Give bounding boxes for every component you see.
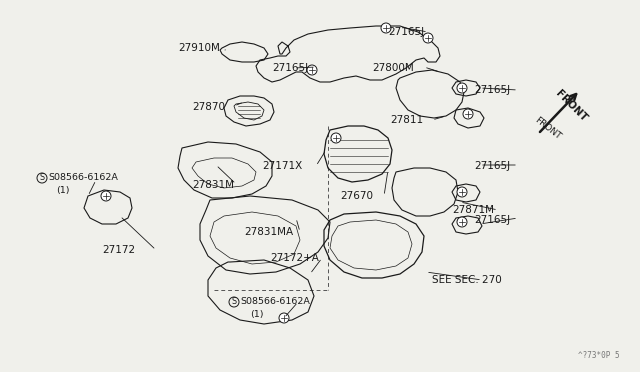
Text: 27165J: 27165J bbox=[272, 63, 308, 73]
Text: 27811: 27811 bbox=[390, 115, 423, 125]
Circle shape bbox=[331, 133, 341, 143]
Text: 27165J: 27165J bbox=[388, 27, 424, 37]
Text: FRONT: FRONT bbox=[533, 115, 563, 141]
Text: S08566-6162A: S08566-6162A bbox=[240, 298, 310, 307]
Circle shape bbox=[463, 109, 473, 119]
Circle shape bbox=[423, 33, 433, 43]
Text: (1): (1) bbox=[56, 186, 70, 195]
Text: 27870: 27870 bbox=[192, 102, 225, 112]
Text: 27165J: 27165J bbox=[474, 161, 510, 171]
Circle shape bbox=[457, 187, 467, 197]
Text: S: S bbox=[40, 173, 45, 183]
Text: 27831MA: 27831MA bbox=[244, 227, 293, 237]
Text: 27670: 27670 bbox=[340, 191, 373, 201]
Text: 27871M: 27871M bbox=[452, 205, 494, 215]
Text: ^?73*0P 5: ^?73*0P 5 bbox=[579, 351, 620, 360]
Circle shape bbox=[457, 217, 467, 227]
Text: 27910M: 27910M bbox=[178, 43, 220, 53]
Text: 27172+A: 27172+A bbox=[270, 253, 319, 263]
Text: (1): (1) bbox=[250, 310, 264, 318]
Text: 27165J: 27165J bbox=[474, 215, 510, 225]
Circle shape bbox=[279, 313, 289, 323]
Text: 27172: 27172 bbox=[102, 245, 135, 255]
Circle shape bbox=[457, 83, 467, 93]
Circle shape bbox=[381, 23, 391, 33]
Text: S08566-6162A: S08566-6162A bbox=[48, 173, 118, 183]
Text: S: S bbox=[232, 298, 237, 307]
Text: SEE SEC. 270: SEE SEC. 270 bbox=[432, 275, 502, 285]
Text: FRONT: FRONT bbox=[554, 89, 589, 124]
Circle shape bbox=[101, 191, 111, 201]
Circle shape bbox=[307, 65, 317, 75]
Text: 27171X: 27171X bbox=[262, 161, 302, 171]
Text: 27831M: 27831M bbox=[192, 180, 234, 190]
Text: 27165J: 27165J bbox=[474, 85, 510, 95]
Text: 27800M: 27800M bbox=[372, 63, 413, 73]
